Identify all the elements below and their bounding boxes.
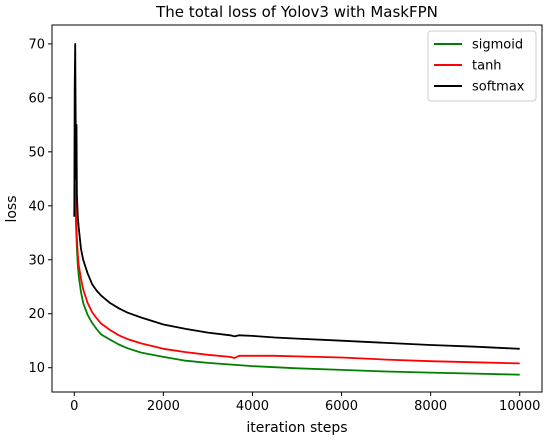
legend-label-softmax: softmax xyxy=(472,80,525,95)
x-axis-title: iteration steps xyxy=(246,420,347,436)
x-tick-label: 2000 xyxy=(147,399,180,414)
legend-label-sigmoid: sigmoid xyxy=(472,38,523,53)
y-axis-title: loss xyxy=(4,195,20,222)
x-tick-label: 4000 xyxy=(236,399,269,414)
x-tick-label: 10000 xyxy=(499,399,540,414)
series-line-sigmoid xyxy=(73,194,520,376)
series-lines xyxy=(73,43,520,376)
y-tick-label: 20 xyxy=(28,307,45,322)
x-tick-label: 0 xyxy=(70,399,78,414)
y-tick-label: 40 xyxy=(28,199,45,214)
x-tick-label: 8000 xyxy=(414,399,447,414)
y-tick-label: 60 xyxy=(28,91,45,106)
legend-box xyxy=(427,30,537,102)
legend-label-tanh: tanh xyxy=(472,59,502,74)
y-axis-ticks: 10 20 30 40 50 60 70 xyxy=(28,37,52,376)
y-tick-label: 70 xyxy=(28,37,45,52)
series-line-softmax xyxy=(73,43,520,350)
x-tick-label: 6000 xyxy=(325,399,358,414)
y-tick-label: 50 xyxy=(28,145,45,160)
y-tick-label: 10 xyxy=(28,361,45,376)
x-axis-ticks: 0 2000 4000 6000 8000 10000 xyxy=(70,392,540,414)
y-tick-label: 30 xyxy=(28,253,45,268)
legend: sigmoid tanh softmax xyxy=(427,30,537,102)
chart-title: The total loss of Yolov3 with MaskFPN xyxy=(155,3,438,21)
series-line-tanh xyxy=(73,177,520,365)
